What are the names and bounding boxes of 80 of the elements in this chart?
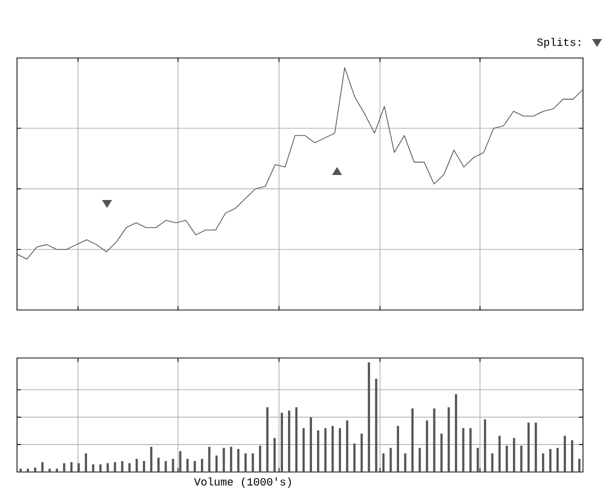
bar	[186, 458, 189, 472]
bar	[542, 453, 544, 472]
bar	[136, 458, 138, 472]
bar	[121, 461, 124, 472]
bar	[106, 463, 109, 472]
bar	[114, 462, 116, 472]
bar	[63, 463, 66, 472]
bar	[324, 428, 326, 472]
bar	[346, 420, 348, 472]
bar	[491, 453, 494, 472]
bar	[433, 408, 436, 472]
bar	[157, 458, 160, 472]
bar	[440, 434, 443, 472]
bar	[549, 448, 552, 472]
bar	[520, 446, 522, 472]
bar	[194, 461, 196, 472]
bar	[84, 453, 88, 472]
bar	[512, 438, 516, 472]
bar	[142, 461, 146, 472]
bar	[215, 456, 218, 472]
bar	[360, 434, 363, 472]
bar	[527, 422, 530, 472]
bar	[310, 417, 312, 472]
bar	[418, 448, 421, 472]
bar	[454, 394, 458, 472]
bar	[266, 407, 268, 472]
bar	[506, 446, 508, 472]
bar	[302, 428, 305, 472]
bar	[332, 426, 334, 472]
bar	[396, 426, 400, 472]
bar	[230, 446, 232, 472]
bar	[375, 378, 378, 472]
bar	[41, 462, 44, 472]
bar	[99, 464, 102, 472]
x-axis-title: Volume (1000's)	[194, 478, 291, 488]
bar	[237, 448, 240, 472]
bar	[498, 436, 501, 472]
bar	[208, 446, 210, 472]
bar	[411, 408, 414, 472]
bar	[404, 453, 406, 472]
bar	[222, 448, 225, 472]
bar	[484, 419, 486, 472]
bar	[56, 468, 58, 472]
bar	[258, 446, 262, 472]
bar	[128, 463, 131, 472]
bar	[252, 453, 254, 472]
bar	[244, 453, 247, 472]
bar	[150, 446, 152, 472]
bar	[426, 420, 428, 472]
bar	[571, 440, 574, 472]
bar	[469, 428, 472, 472]
bar	[317, 430, 320, 472]
bar	[288, 410, 290, 472]
bar	[20, 468, 22, 472]
bar	[476, 448, 479, 472]
bar	[564, 436, 566, 472]
bar	[179, 451, 182, 472]
bar	[534, 422, 537, 472]
bar	[448, 407, 450, 472]
bar	[200, 458, 204, 472]
bar	[164, 461, 167, 472]
bar	[556, 448, 559, 472]
bar	[368, 362, 370, 472]
bar	[48, 468, 51, 472]
bar	[353, 443, 356, 472]
bar	[390, 448, 392, 472]
bar	[78, 463, 80, 472]
bar	[295, 407, 298, 472]
bar	[70, 462, 73, 472]
bar	[382, 453, 385, 472]
bar	[92, 464, 94, 472]
bar	[26, 468, 29, 472]
text: Splits:	[537, 38, 580, 48]
bar	[172, 458, 174, 472]
bar	[462, 428, 464, 472]
bar	[274, 438, 276, 472]
bar	[338, 428, 342, 472]
bar	[578, 458, 580, 472]
bar	[280, 412, 283, 472]
bar	[34, 468, 36, 472]
